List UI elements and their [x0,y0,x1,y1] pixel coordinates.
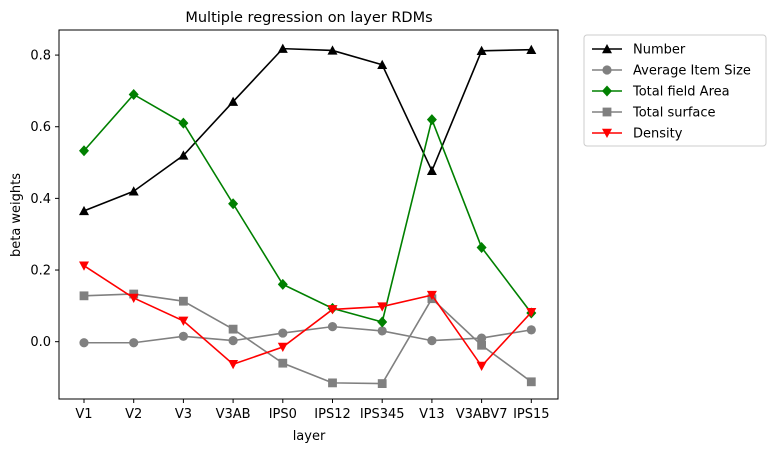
y-tick-label: 0.4 [30,192,51,207]
data-point [178,316,189,326]
plot-area: 0.0 0.2 0.4 0.6 0.8 V1 V2 V3 V3AB IPS0 IPS12 IPS345… [30,29,559,422]
y-tick-label: 0.8 [30,49,51,64]
legend-item: Total surface [592,106,716,121]
series-average-item-size [79,322,536,348]
data-point [228,198,239,210]
legend-item: Total field Area [592,85,730,100]
data-point [477,340,486,350]
x-tick-label: V3ABV7 [456,407,508,422]
data-point [178,117,189,129]
data-point [128,88,139,100]
axes-frame [58,29,559,400]
data-point [278,358,288,368]
y-tick-label: 0.6 [30,120,51,135]
data-point [178,150,189,160]
data-point [426,290,437,301]
data-point [79,291,89,301]
data-point [377,316,388,328]
data-point [228,96,239,106]
data-point [327,305,338,315]
data-point [377,302,388,312]
legend-marker [602,128,612,138]
data-point [128,186,139,196]
data-point [79,145,89,157]
legend-label: Number [633,43,686,58]
series-line [84,325,532,344]
data-point [526,325,536,335]
legend-label: Total field Area [632,85,730,100]
data-point [476,361,487,372]
legend-item: Average Item Size [592,64,751,79]
data-point [129,338,139,348]
data-point [228,336,238,346]
data-point [79,338,89,348]
x-tick-label: IPS12 [314,407,350,422]
data-point [277,342,288,353]
data-point [328,378,337,388]
x-tick-label: V13 [419,407,444,422]
data-point [377,379,387,388]
y-tick-label: 0.0 [30,335,51,350]
series-line [83,47,532,212]
legend-marker [602,85,612,97]
y-tick-label: 0.2 [30,264,51,279]
data-point [79,261,89,271]
legend-label: Total surface [632,106,716,121]
y-axis-label: beta weights [9,173,24,257]
x-tick-label: IPS345 [360,407,405,422]
legend-item: Density [592,127,683,142]
data-point [426,165,437,176]
series-line [83,293,532,385]
x-tick-label: V3AB [216,407,251,422]
data-point [377,59,388,70]
series-line [83,265,532,368]
legend-frame [583,34,767,147]
data-point [476,45,487,56]
data-point [327,45,338,55]
data-point [278,328,288,338]
data-point [477,333,487,343]
legend-marker [602,44,612,54]
legend-marker [602,107,612,117]
legend-item: Number [592,43,686,58]
data-point [476,241,487,253]
data-point [277,43,288,53]
data-point [377,326,387,336]
legend-label: Average Item Size [633,64,751,79]
legend-label: Density [633,127,683,142]
data-point [179,296,188,306]
x-tick-label: IPS0 [269,407,297,422]
data-point [526,44,537,54]
series-line [83,93,532,323]
x-tick-label: V1 [75,407,92,422]
x-tick-label: IPS15 [513,407,549,422]
data-point [79,205,89,216]
series-density [79,261,537,372]
x-tick-label: V2 [125,407,142,422]
data-point [526,377,536,387]
x-axis-label: layer [293,429,326,444]
series-number [79,43,537,216]
data-point [178,331,188,341]
data-point [228,359,239,370]
data-point [426,114,437,126]
data-point [128,293,139,303]
legend-marker [602,65,612,75]
data-point [526,308,537,318]
chart-title: Multiple regression on layer RDMs [185,10,432,26]
x-tick-label: V3 [175,407,192,422]
legend: Number Average Item Size Total field Area T… [583,34,767,147]
data-point [277,278,288,290]
data-point [327,322,338,332]
data-point [427,336,437,346]
series-total-field-area [79,88,537,328]
data-point [228,324,238,334]
